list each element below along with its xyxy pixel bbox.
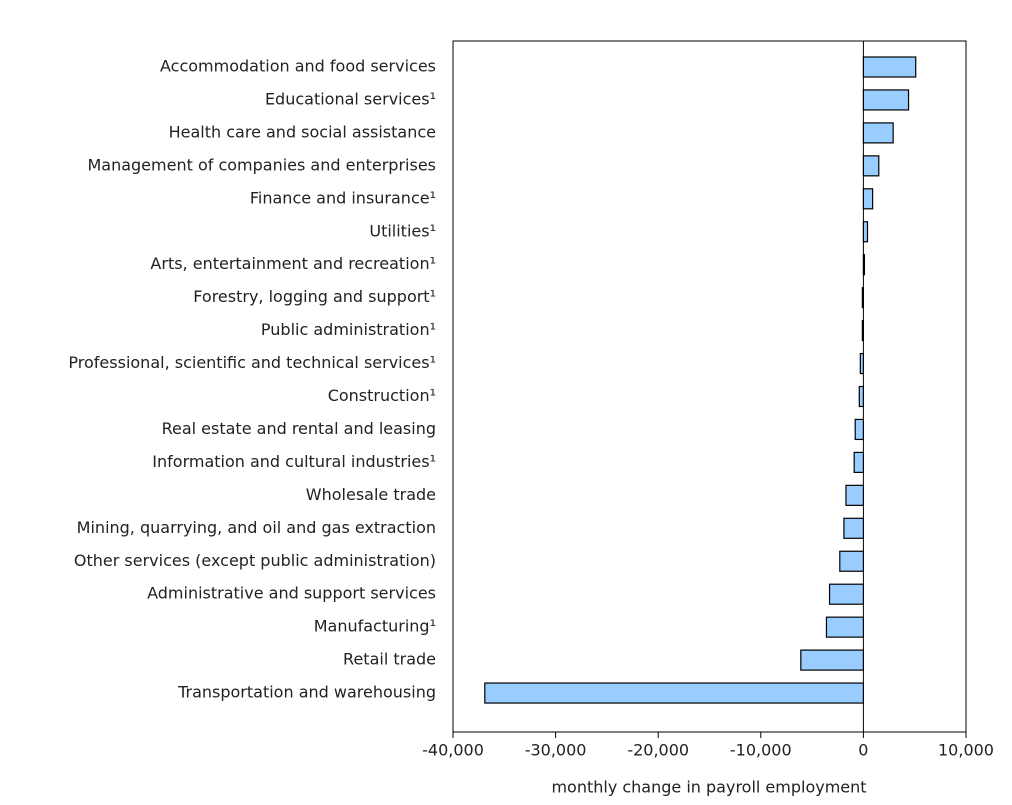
bar [862, 155, 880, 177]
x-tick-label: 0 [858, 741, 868, 760]
x-axis-title: monthly change in payroll employment [551, 778, 866, 797]
bar [484, 682, 864, 704]
bar [861, 287, 865, 309]
x-tick-label: 10,000 [938, 741, 994, 760]
plot-frame [452, 40, 967, 733]
y-tick-label: Real estate and rental and leasing [162, 419, 436, 438]
y-tick-label: Transportation and warehousing [177, 683, 436, 702]
y-tick-label: Manufacturing¹ [314, 617, 436, 636]
x-tick-label: -20,000 [627, 741, 689, 760]
bar [854, 418, 865, 441]
bar [800, 649, 865, 671]
bar [825, 616, 864, 638]
y-tick-label: Information and cultural industries¹ [152, 452, 436, 471]
bar [839, 550, 865, 572]
y-tick-label: Other services (except public administra… [74, 551, 436, 570]
bar [862, 221, 869, 243]
y-tick-label: Professional, scientific and technical s… [68, 353, 436, 372]
bar [862, 188, 874, 210]
y-tick-label: Mining, quarrying, and oil and gas extra… [77, 518, 436, 537]
bar [862, 89, 910, 111]
bar [858, 385, 865, 408]
y-tick-label: Management of companies and enterprises [87, 155, 436, 174]
y-tick-label: Forestry, logging and support¹ [193, 287, 436, 306]
y-tick-label: Public administration¹ [261, 320, 436, 339]
y-tick-label: Utilities¹ [369, 221, 436, 240]
bar [862, 56, 917, 78]
y-tick-label: Health care and social assistance [169, 122, 436, 141]
bar [843, 517, 865, 539]
y-tick-label: Finance and insurance¹ [250, 188, 436, 207]
y-tick-label: Educational services¹ [265, 89, 436, 108]
y-tick-label: Administrative and support services [147, 584, 436, 603]
y-tick-label: Construction¹ [328, 386, 436, 405]
y-tick-label: Wholesale trade [306, 485, 436, 504]
bar [828, 583, 864, 605]
y-tick-label: Accommodation and food services [160, 57, 436, 76]
bar [845, 484, 865, 506]
bar [853, 451, 865, 473]
x-tick-label: -10,000 [730, 741, 792, 760]
y-tick-label: Arts, entertainment and recreation¹ [150, 254, 436, 273]
x-tick-label: -30,000 [525, 741, 587, 760]
bar [861, 320, 865, 342]
x-tick-label: -40,000 [422, 741, 484, 760]
y-tick-label: Retail trade [343, 650, 436, 669]
bar [859, 352, 865, 375]
bar [862, 254, 866, 276]
bar [862, 122, 894, 144]
